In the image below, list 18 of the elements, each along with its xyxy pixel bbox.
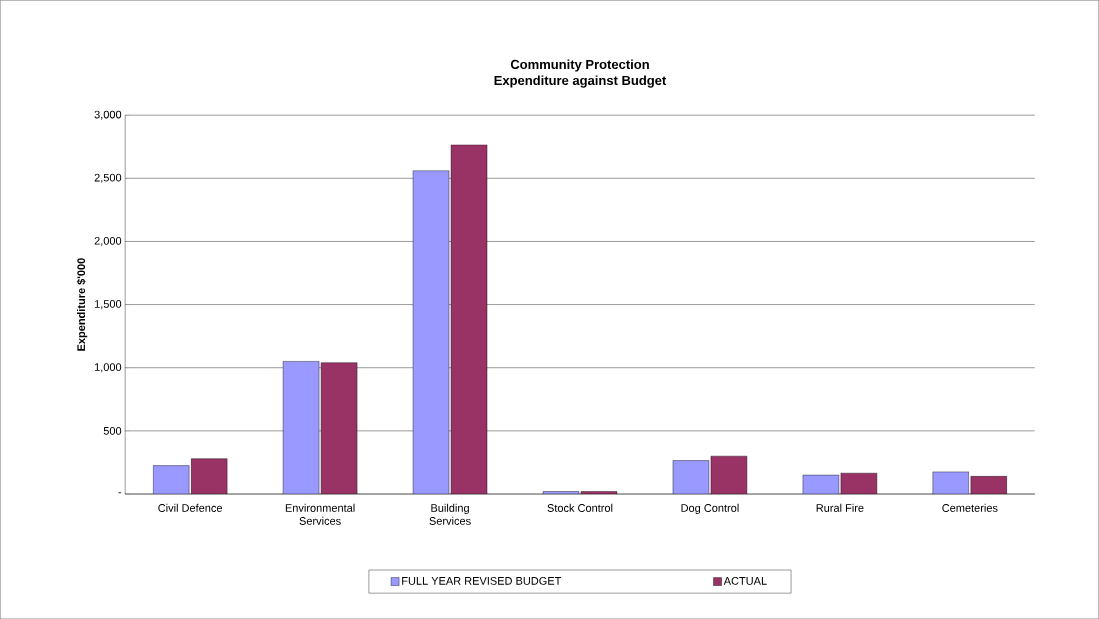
x-tick-label: Building Services: [429, 503, 471, 525]
x-tick-label: Civil Defence: [158, 503, 223, 512]
x-tick-label: Environmental Services: [285, 503, 355, 525]
y-tick-label: 2,500: [94, 173, 122, 183]
y-axis-title: Expenditure $'000: [76, 258, 88, 351]
y-tick-label: 2,000: [94, 236, 122, 246]
chart-title: Community Protection Expenditure against Budget: [494, 59, 667, 88]
x-tick-label: Rural Fire: [816, 503, 864, 512]
y-tick-label: 1,000: [94, 363, 122, 373]
y-tick-label: 3,000: [94, 110, 122, 120]
x-tick-label: Dog Control: [681, 503, 739, 514]
y-tick-label: -: [118, 492, 122, 494]
x-tick-label: Stock Control: [547, 503, 613, 512]
y-tick-label: 1,500: [94, 299, 122, 310]
y-tick-label: 500: [103, 426, 122, 435]
legend-label: ACTUAL: [723, 576, 767, 585]
legend-label: FULL YEAR REVISED BUDGET: [402, 576, 562, 585]
x-tick-label: Cemeteries: [942, 503, 998, 512]
